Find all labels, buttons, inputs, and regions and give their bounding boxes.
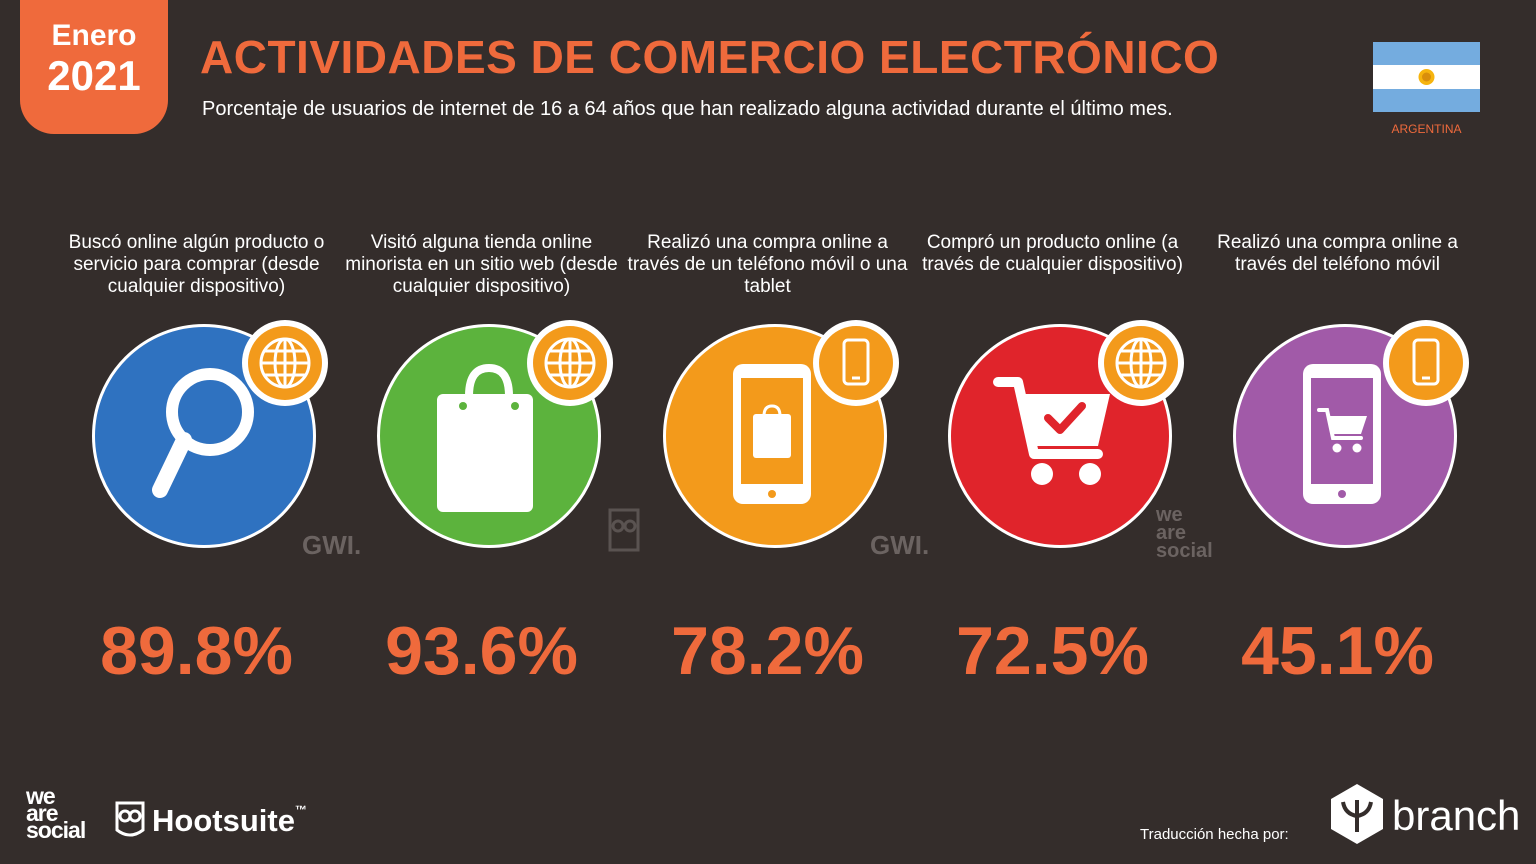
- gwi-watermark: GWI.: [870, 530, 930, 560]
- we-are-social-watermark: we are social: [1156, 504, 1213, 562]
- logo-we: we: [26, 783, 56, 809]
- branch-logo-icon: [1331, 784, 1383, 844]
- card-badge: [527, 320, 613, 406]
- card-icon-group: [54, 320, 339, 550]
- card-search-product: Buscó online algún producto o servicio p…: [54, 232, 339, 689]
- watermark-are: are: [1156, 522, 1187, 544]
- magnifier-icon: [152, 368, 254, 498]
- card-label: Compró un producto online (a través de c…: [922, 232, 1183, 275]
- page-subtitle: Porcentaje de usuarios de internet de 16…: [202, 98, 1173, 120]
- card-badge: [1383, 320, 1469, 406]
- logo-are: are: [26, 800, 59, 826]
- card-value: 72.5%: [956, 613, 1149, 689]
- hootsuite-logo: Hootsuite™: [152, 803, 307, 839]
- card-badge: [242, 320, 328, 406]
- shopping-bag-icon: [437, 363, 533, 512]
- card-visit-store: Visitó alguna tienda online minorista en…: [339, 232, 624, 689]
- phone-icon: [842, 338, 870, 386]
- card-label: Realizó una compra online a través de un…: [627, 232, 908, 297]
- card-value: 89.8%: [100, 613, 293, 689]
- card-icon-group: [625, 320, 910, 550]
- logo-social: social: [26, 817, 86, 843]
- gwi-watermark: GWI.: [302, 530, 362, 560]
- card-mobile-purchase: Realizó una compra online a través de un…: [625, 232, 910, 689]
- phone-icon: [1412, 338, 1440, 386]
- globe-icon: [259, 337, 311, 389]
- date-month: Enero: [51, 19, 137, 52]
- card-icon-group: [910, 320, 1195, 550]
- card-value: 78.2%: [671, 613, 864, 689]
- card-label: Buscó online algún producto o servicio p…: [68, 232, 325, 297]
- card-value: 45.1%: [1241, 613, 1434, 689]
- globe-icon: [544, 337, 596, 389]
- branch-wordmark: branch: [1392, 792, 1521, 839]
- date-year: 2021: [47, 52, 141, 99]
- card-bought-product: Compró un producto online (a través de c…: [910, 232, 1195, 689]
- card-label: Visitó alguna tienda online minorista en…: [345, 232, 618, 297]
- globe-icon: [1115, 337, 1167, 389]
- hootsuite-owl-watermark-icon: [608, 508, 640, 552]
- hootsuite-owl-icon: [115, 801, 145, 837]
- card-badge: [813, 320, 899, 406]
- hootsuite-wordmark: Hootsuite: [152, 803, 295, 838]
- translation-credit: Traducción hecha por:: [1140, 826, 1289, 843]
- card-value: 93.6%: [385, 613, 578, 689]
- country-label: ARGENTINA: [1391, 122, 1462, 136]
- argentina-flag-icon: [1373, 42, 1480, 112]
- watermark-social: social: [1156, 540, 1213, 562]
- trademark: ™: [294, 803, 307, 817]
- card-label: Realizó una compra online a través del t…: [1217, 232, 1458, 275]
- phone-bag-icon: [733, 364, 811, 504]
- phone-cart-icon: [1303, 364, 1381, 504]
- card-icon-group: [339, 320, 624, 550]
- watermark-we: we: [1156, 504, 1183, 526]
- we-are-social-logo: we are social: [26, 783, 86, 843]
- date-badge: Enero 2021: [20, 0, 168, 134]
- card-badge: [1098, 320, 1184, 406]
- card-icon-group: [1195, 320, 1480, 550]
- card-mobile-phone-purchase: Realizó una compra online a través del t…: [1195, 232, 1480, 689]
- cart-icon: [993, 377, 1110, 485]
- page-title: ACTIVIDADES DE COMERCIO ELECTRÓNICO: [200, 31, 1220, 83]
